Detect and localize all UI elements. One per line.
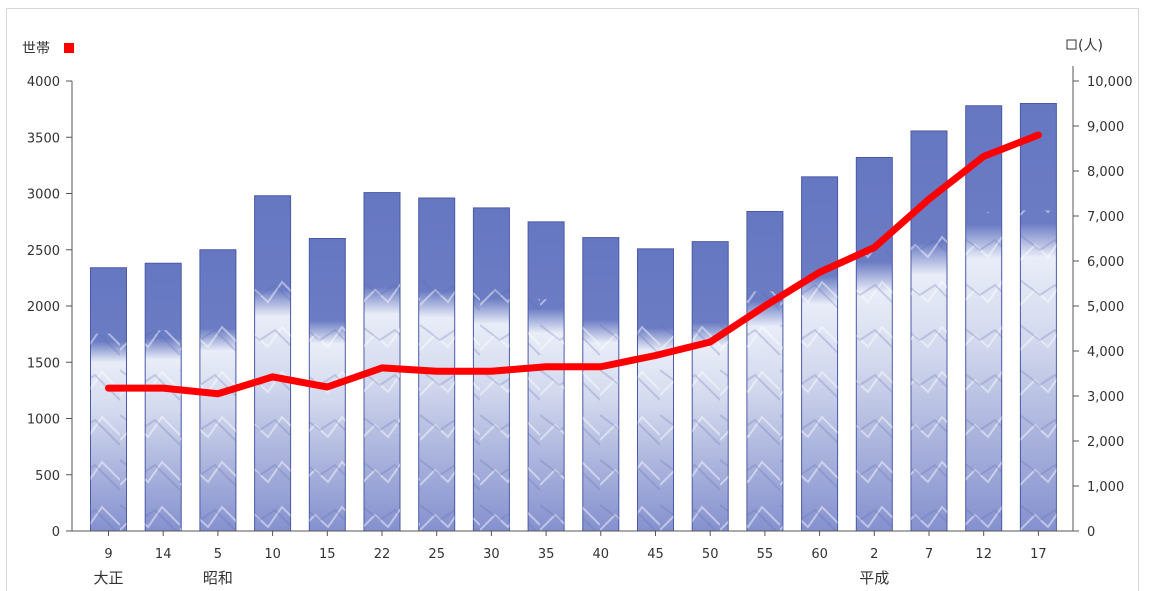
bar — [582, 237, 620, 532]
bar — [855, 157, 893, 532]
line-point — [927, 197, 931, 202]
bar-series — [90, 103, 1057, 532]
era-label: 昭和 — [203, 569, 233, 587]
right-tick-label: 8,000 — [1087, 165, 1124, 180]
line-point — [270, 374, 275, 379]
right-tick-label: 2,000 — [1087, 435, 1124, 450]
left-tick-label: 500 — [35, 469, 60, 484]
bar — [527, 221, 565, 532]
x-tick-label: 10 — [264, 547, 281, 562]
line-point — [762, 304, 767, 308]
line-series — [105, 131, 1042, 398]
bar — [144, 262, 182, 532]
bar — [254, 195, 292, 532]
line-point — [1036, 133, 1041, 137]
x-axis-labels: 9 14 5 10 15 22 25 30 35 40 45 50 55 60 2 7 12 17 大正 昭和 平成 — [93, 531, 1047, 587]
line-point — [434, 369, 439, 374]
left-tick-label: 1500 — [27, 356, 60, 371]
chart-frame — [6, 8, 1139, 591]
line-point — [161, 386, 166, 391]
line-point — [544, 364, 549, 369]
line-point — [598, 364, 603, 369]
x-tick-label: 25 — [428, 547, 445, 562]
line-point — [325, 385, 330, 389]
right-tick-label: 4,000 — [1087, 345, 1124, 360]
right-tick-label: 1,000 — [1087, 480, 1124, 495]
x-tick-label: 17 — [1030, 547, 1047, 562]
line-point — [872, 245, 877, 250]
right-axis-title: (人) — [1078, 38, 1103, 54]
household-line — [105, 131, 1042, 398]
right-tick-label: 0 — [1087, 525, 1095, 540]
bar — [910, 130, 948, 532]
line-point — [106, 386, 111, 391]
left-tick-label: 3000 — [27, 188, 60, 203]
bar — [801, 176, 839, 532]
right-tick-label: 10,000 — [1087, 75, 1133, 90]
line-point — [380, 365, 384, 370]
x-tick-label: 14 — [155, 547, 172, 562]
line-point — [708, 340, 713, 344]
x-tick-label: 30 — [483, 547, 500, 562]
x-tick-label: 55 — [757, 547, 774, 562]
right-tick-label: 6,000 — [1087, 255, 1124, 270]
era-label: 平成 — [859, 569, 889, 587]
x-tick-label: 5 — [214, 547, 222, 562]
bar — [90, 267, 127, 532]
left-tick-label: 2000 — [27, 300, 60, 315]
left-tick-label: 1000 — [27, 413, 60, 428]
left-tick-label: 0 — [52, 525, 60, 540]
left-axis-title: 世帯 — [22, 41, 50, 57]
x-tick-label: 60 — [811, 547, 828, 562]
x-tick-label: 15 — [319, 547, 336, 562]
bar — [418, 197, 456, 532]
line-point — [817, 270, 822, 275]
right-tick-label: 3,000 — [1087, 390, 1124, 405]
line-point — [653, 353, 658, 358]
bar — [1019, 103, 1057, 532]
line-point — [981, 154, 986, 159]
left-tick-label: 4000 — [27, 75, 60, 90]
left-tick-label: 3500 — [27, 131, 60, 146]
x-tick-label: 12 — [975, 547, 992, 562]
x-tick-label: 9 — [104, 547, 112, 562]
bar — [691, 241, 729, 532]
right-tick-label: 5,000 — [1087, 300, 1124, 315]
left-tick-label: 2500 — [27, 244, 60, 259]
axes: 0 500 1000 1500 2000 2500 3000 3500 4000 0 1,000 2,… — [27, 66, 1133, 540]
x-tick-label: 35 — [538, 547, 555, 562]
right-tick-label: 9,000 — [1087, 120, 1124, 135]
bar — [363, 192, 401, 532]
left-legend-swatch-icon — [64, 43, 74, 53]
right-legend-swatch-icon — [1066, 39, 1077, 50]
x-tick-label: 7 — [925, 547, 933, 562]
bar — [965, 105, 1003, 532]
right-tick-label: 7,000 — [1087, 210, 1124, 225]
x-tick-label: 50 — [702, 547, 719, 562]
line-point — [489, 369, 494, 374]
x-tick-label: 40 — [593, 547, 610, 562]
x-tick-label: 22 — [374, 547, 391, 562]
x-tick-label: 45 — [647, 547, 664, 562]
x-tick-label: 2 — [870, 547, 878, 562]
bar — [637, 248, 674, 532]
line-point — [215, 391, 220, 396]
era-label: 大正 — [93, 569, 123, 587]
bar — [746, 211, 784, 532]
